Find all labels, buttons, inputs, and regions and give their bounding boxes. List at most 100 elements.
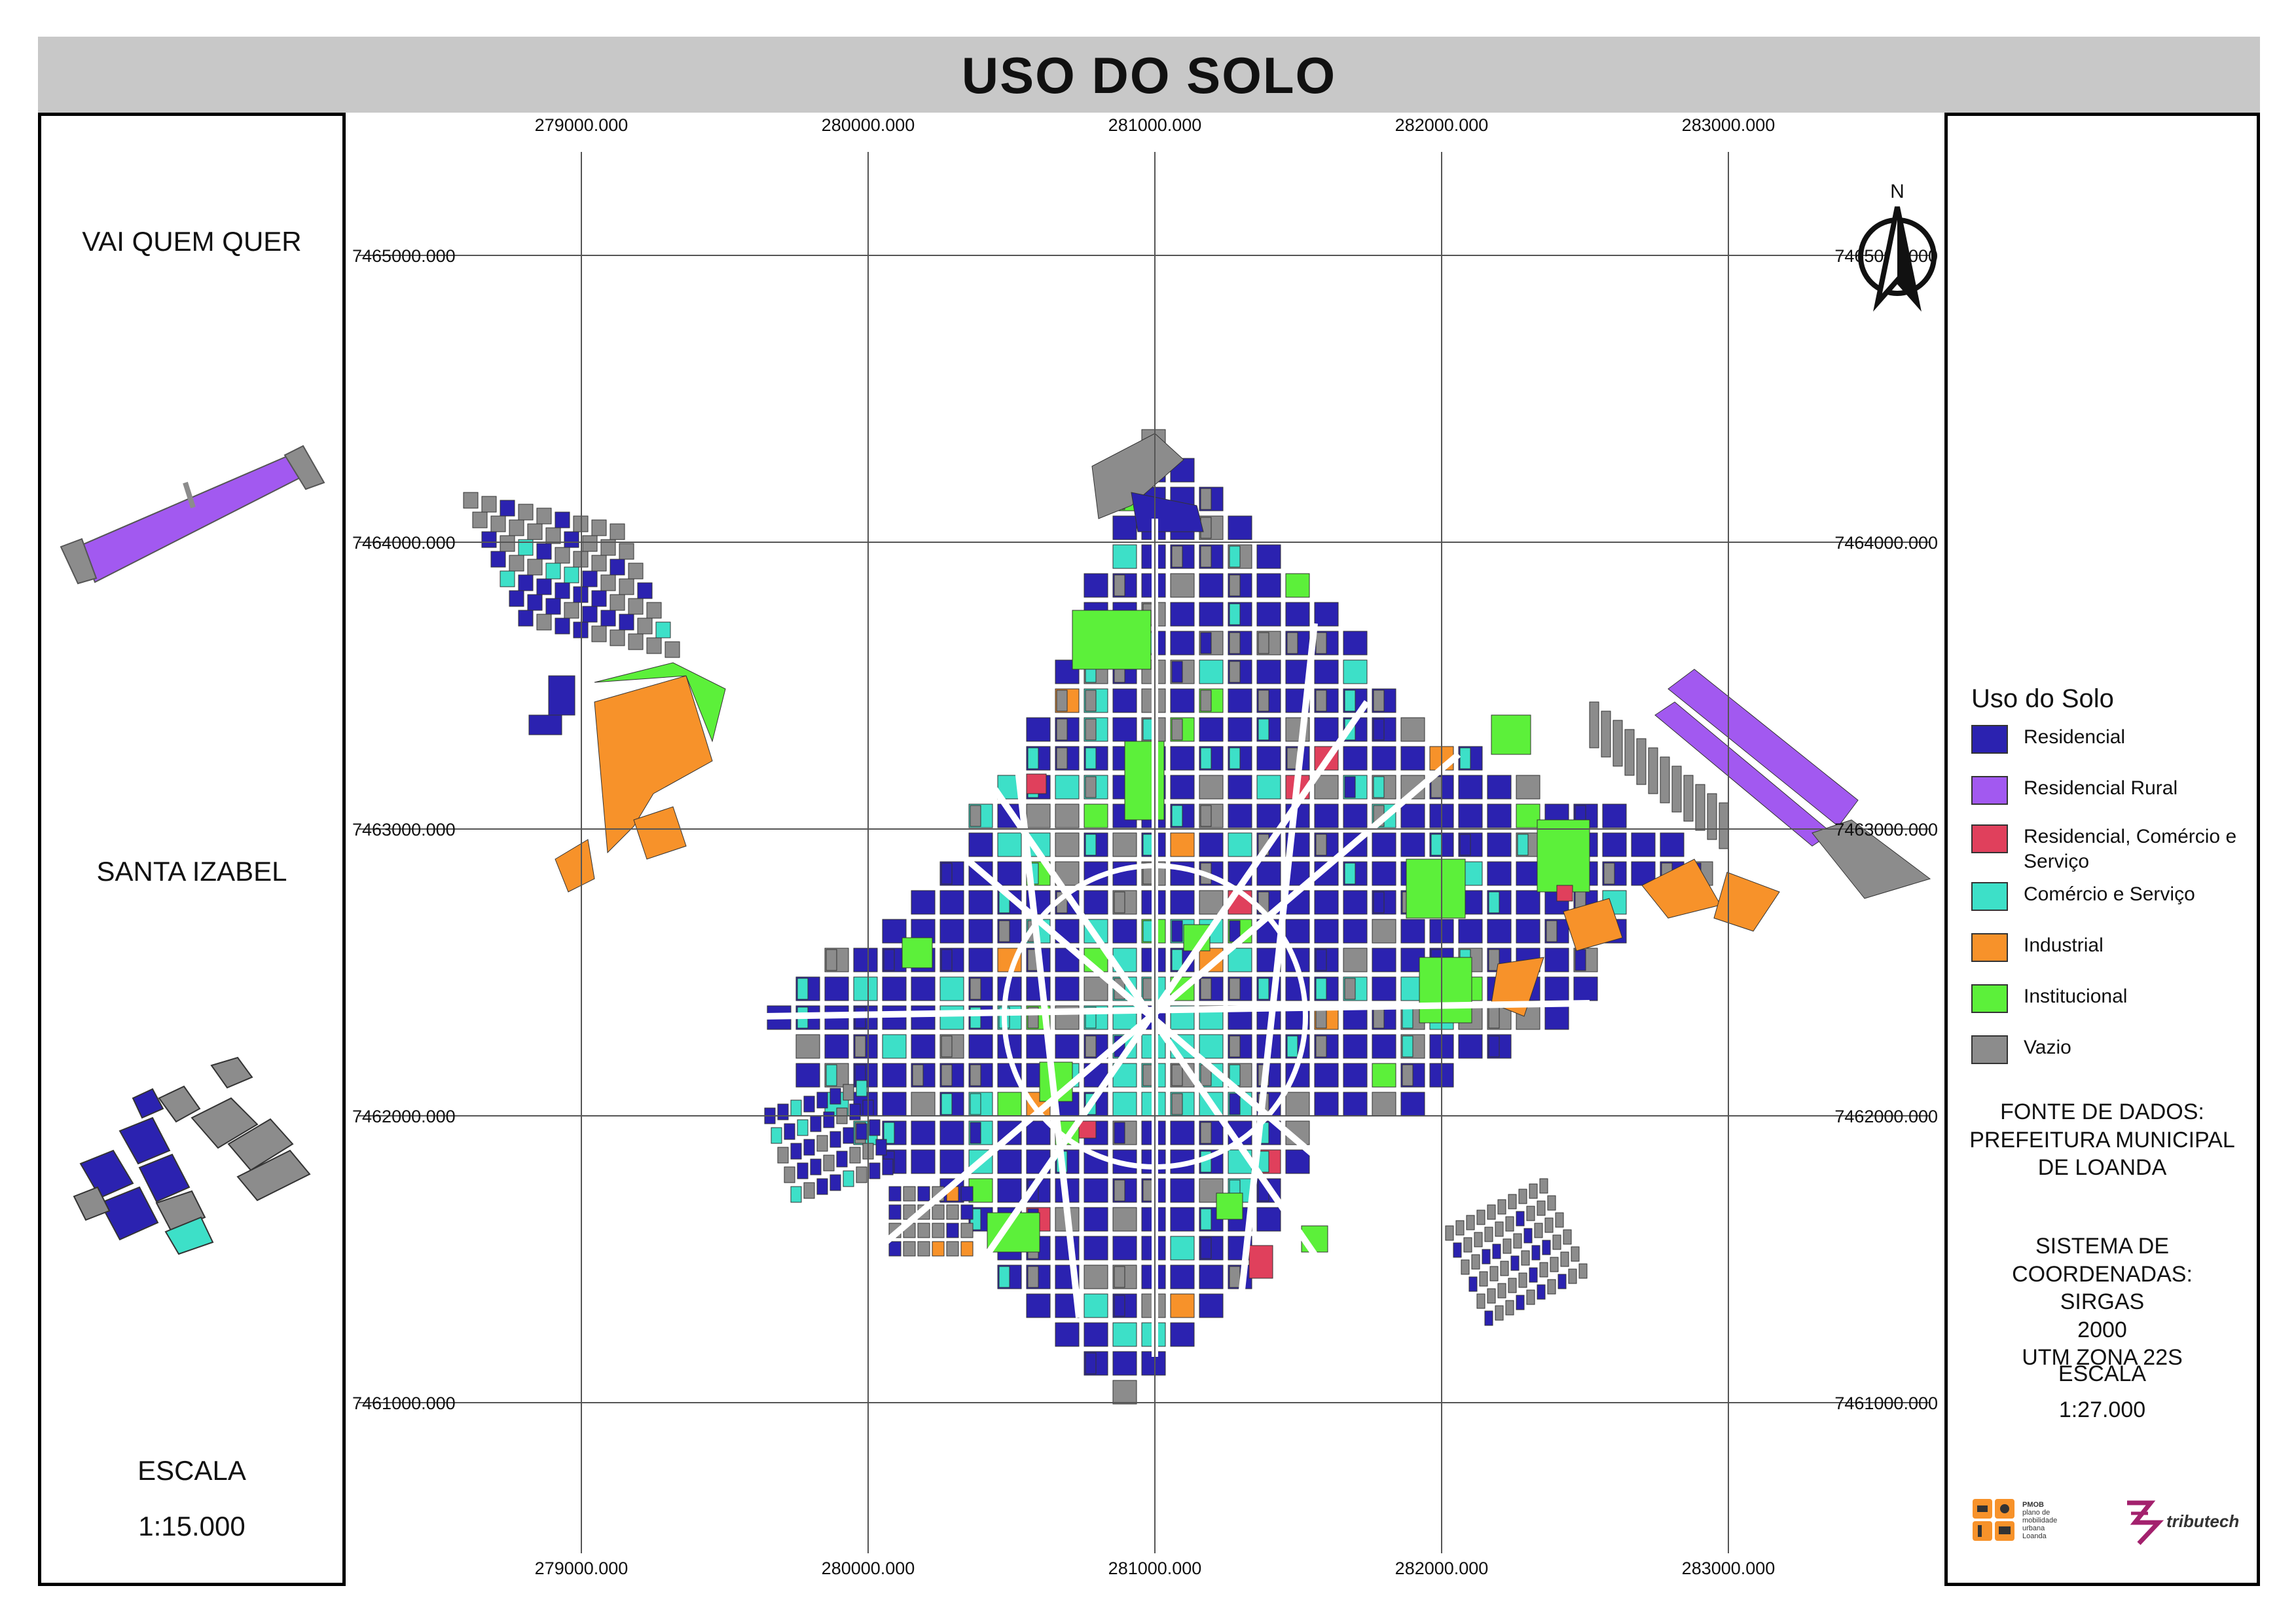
lot bbox=[1200, 747, 1212, 769]
grid-x-label: 279000.000 bbox=[535, 115, 629, 135]
city-block bbox=[1400, 803, 1425, 828]
city-block bbox=[1372, 976, 1396, 1001]
city-block bbox=[1228, 832, 1252, 857]
legend-item: Residencial bbox=[1971, 725, 2246, 754]
city-block bbox=[1170, 631, 1195, 655]
nw-block bbox=[500, 535, 515, 552]
data-source: FONTE DE DADOS: PREFEITURA MUNICIPAL DE … bbox=[1969, 1099, 2235, 1180]
se-vacant-lot bbox=[1471, 1254, 1480, 1270]
nw-block bbox=[527, 594, 543, 611]
nw-block bbox=[591, 519, 607, 536]
lot bbox=[1200, 632, 1212, 654]
ne-vacant-lot bbox=[1613, 720, 1623, 767]
se-vacant-lot bbox=[1495, 1221, 1504, 1237]
tributech-wordmark: tributech bbox=[2166, 1511, 2240, 1531]
nw-block bbox=[564, 602, 579, 619]
ne-vacant-lot bbox=[1812, 819, 1931, 899]
lot bbox=[1056, 690, 1068, 712]
city-block bbox=[1544, 1005, 1569, 1030]
city-block bbox=[1256, 1207, 1281, 1232]
city-block bbox=[1256, 775, 1281, 800]
nw-block bbox=[555, 618, 570, 635]
ne-vacant-lot bbox=[1695, 784, 1705, 831]
sw-block bbox=[803, 1139, 815, 1156]
lot bbox=[1258, 718, 1269, 741]
lot bbox=[1085, 1352, 1097, 1375]
lot bbox=[1229, 1093, 1241, 1115]
nw-block bbox=[582, 606, 598, 623]
ne-vacant-lot bbox=[1624, 729, 1635, 776]
grid-y-label: 7463000.000 bbox=[1834, 820, 1938, 840]
lot bbox=[1171, 1093, 1183, 1115]
city-block bbox=[1573, 976, 1598, 1001]
inset-rural-parcel-large bbox=[79, 449, 318, 583]
lot bbox=[1373, 690, 1385, 712]
nw-block bbox=[528, 714, 562, 735]
se-vacant-lot bbox=[1484, 1227, 1493, 1242]
lot bbox=[1200, 978, 1212, 1000]
scale-label: ESCALA bbox=[2058, 1361, 2147, 1386]
city-block bbox=[997, 1092, 1022, 1116]
city-block bbox=[1112, 515, 1137, 540]
legend-swatch bbox=[1971, 776, 2008, 805]
se-vacant-lot bbox=[1508, 1194, 1517, 1209]
avenue bbox=[764, 1000, 1590, 1020]
sw-block bbox=[903, 1186, 916, 1202]
institutional-block bbox=[1537, 819, 1590, 893]
city-block bbox=[1112, 1322, 1137, 1347]
nw-block bbox=[518, 539, 534, 556]
avenue bbox=[997, 610, 1082, 1318]
sw-block bbox=[869, 1162, 881, 1179]
se-vacant-lot bbox=[1547, 1279, 1556, 1295]
sw-block bbox=[829, 1131, 841, 1148]
mixed-use-block bbox=[1248, 1245, 1273, 1279]
lot bbox=[1171, 545, 1183, 568]
se-vacant-lot bbox=[1508, 1278, 1517, 1293]
city-block bbox=[795, 1063, 820, 1088]
city-block bbox=[911, 976, 936, 1001]
coordinate-system: SISTEMA DE COORDENADAS: SIRGAS 2000 UTM … bbox=[2012, 1234, 2193, 1370]
inset-scale-value: 1:15.000 bbox=[138, 1511, 246, 1541]
institutional-block bbox=[1406, 858, 1466, 919]
sw-block bbox=[803, 1182, 815, 1199]
city-block bbox=[1199, 602, 1224, 627]
lot bbox=[1402, 1064, 1413, 1086]
nw-block bbox=[518, 574, 534, 591]
se-vacant-lot bbox=[1563, 1229, 1572, 1245]
lot bbox=[998, 920, 1010, 942]
city-block bbox=[968, 832, 993, 857]
city-block bbox=[1256, 803, 1281, 828]
lot bbox=[826, 949, 837, 971]
se-vacant-lot bbox=[1476, 1209, 1485, 1225]
se-vacant-lot bbox=[1526, 1206, 1535, 1221]
industrial-zone bbox=[1713, 872, 1780, 932]
sw-block bbox=[790, 1186, 802, 1203]
grid-x-label: 280000.000 bbox=[822, 115, 915, 135]
lot bbox=[970, 978, 981, 1000]
city-block bbox=[1660, 832, 1685, 857]
city-block bbox=[1170, 1207, 1195, 1232]
lot bbox=[1229, 1035, 1241, 1058]
city-block bbox=[997, 861, 1022, 886]
city-block bbox=[968, 919, 993, 944]
city-block bbox=[1084, 1322, 1108, 1347]
institutional-block bbox=[1491, 714, 1531, 755]
nw-block bbox=[665, 641, 680, 658]
lot bbox=[1258, 690, 1269, 712]
nw-block bbox=[509, 519, 524, 536]
lot bbox=[1114, 1122, 1125, 1144]
lot bbox=[1056, 718, 1068, 741]
legend-title: Uso do Solo bbox=[1971, 684, 2114, 713]
nw-block bbox=[472, 511, 488, 528]
city-block bbox=[1055, 832, 1080, 857]
city-block bbox=[1314, 602, 1339, 627]
city-block bbox=[1084, 803, 1108, 828]
se-vacant-lot bbox=[1526, 1289, 1535, 1305]
lot bbox=[1459, 747, 1471, 769]
nw-block bbox=[548, 675, 575, 716]
city-block bbox=[1400, 746, 1425, 771]
nw-block bbox=[545, 563, 561, 580]
city-block bbox=[882, 1063, 907, 1088]
city-block bbox=[1343, 890, 1368, 915]
nw-block bbox=[555, 547, 570, 564]
